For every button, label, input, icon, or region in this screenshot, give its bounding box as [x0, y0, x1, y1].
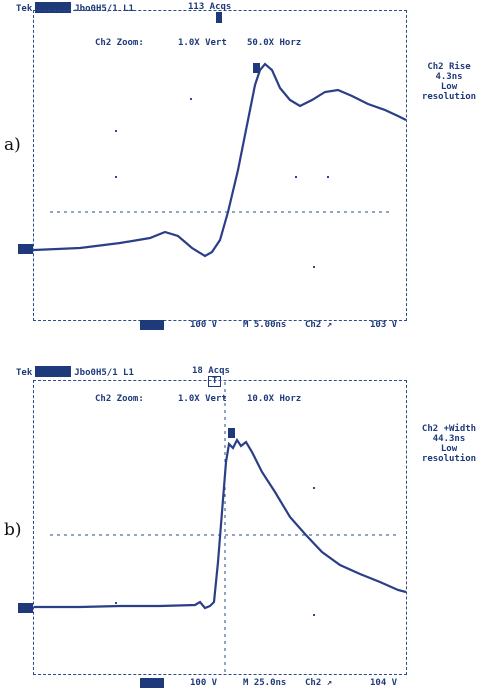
- cursor-marker-icon: [228, 428, 235, 438]
- trigger-source: Ch2 ↗: [305, 320, 333, 330]
- timebase: M 5.00ns: [243, 320, 287, 330]
- grid-dot: [295, 176, 297, 178]
- channel-indicator-icon: [140, 678, 164, 688]
- grid-dot: [115, 602, 117, 604]
- channel-ground-marker: [18, 244, 33, 254]
- measurement-name: Ch2 +Width: [421, 424, 477, 434]
- acquisition-count: 18 Acqs: [192, 366, 230, 376]
- grid-dot: [327, 176, 329, 178]
- grid-dot: [313, 614, 315, 616]
- header-status: Tek Jbo0H5/1 L1: [16, 2, 134, 14]
- header-status: Tek Jbo0H5/1 L1: [16, 366, 134, 378]
- status-text: Jbo0H5/1 L1: [74, 368, 134, 378]
- zoom-title: Ch2 Zoom:: [95, 38, 144, 48]
- trigger-position-icon: T: [208, 376, 222, 387]
- trigger-level: 103 V: [370, 320, 398, 330]
- measurement-note: Low: [440, 444, 458, 454]
- trigger-source: Ch2 ↗: [305, 678, 333, 688]
- measurement-readout: Ch2 Rise 4.3ns Low resolution: [410, 62, 488, 102]
- measurement-note-2: resolution: [421, 454, 477, 464]
- trigger-position-icon: [216, 12, 222, 23]
- timebase: M 25.0ns: [243, 678, 287, 688]
- grid-dot: [190, 98, 192, 100]
- waveform-trace: [34, 437, 407, 610]
- grid-dot: [313, 266, 315, 268]
- scope-screen-a: [33, 10, 407, 321]
- waveform-a: [33, 62, 407, 268]
- zoom-vert: 1.0X Vert: [178, 38, 227, 48]
- run-indicator: [35, 2, 72, 13]
- grid-dot: [115, 176, 117, 178]
- zoom-horz: 50.0X Horz: [247, 38, 302, 48]
- trigger-level: 104 V: [370, 678, 398, 688]
- measurement-value: 4.3ns: [435, 72, 463, 82]
- measurement-readout: Ch2 +Width 44.3ns Low resolution: [410, 424, 488, 464]
- acquisition-count: 113 Acqs: [188, 2, 232, 12]
- grid-dot: [115, 130, 117, 132]
- zoom-title: Ch2 Zoom:: [95, 394, 144, 404]
- grid-dot: [313, 487, 315, 489]
- measurement-name: Ch2 Rise: [427, 62, 471, 72]
- waveform-b: [34, 382, 407, 674]
- zoom-vert: 1.0X Vert: [178, 394, 227, 404]
- zoom-horz: 10.0X Horz: [247, 394, 302, 404]
- scope-screen-b: [33, 380, 407, 675]
- tek-label: Tek: [16, 368, 33, 378]
- run-indicator: [35, 366, 72, 377]
- cursor-marker-icon: [253, 63, 260, 73]
- panel-label: a): [4, 135, 21, 155]
- channel-scale: 100 V: [190, 678, 218, 688]
- channel-indicator-icon: [140, 320, 164, 330]
- channel-ground-marker: [18, 603, 33, 613]
- scope-panel-b: Tek Jbo0H5/1 L1 18 Acqs T Ch2 Zoom: 1.0X …: [0, 362, 490, 695]
- measurement-note: Low: [440, 82, 458, 92]
- tek-label: Tek: [16, 4, 33, 14]
- waveform-trace: [33, 62, 407, 258]
- status-text: Jbo0H5/1 L1: [74, 4, 134, 14]
- channel-scale: 100 V: [190, 320, 218, 330]
- measurement-value: 44.3ns: [432, 434, 466, 444]
- measurement-note-2: resolution: [421, 92, 477, 102]
- scope-panel-a: Tek Jbo0H5/1 L1 113 Acqs Ch2 Zoom: 1.0X V…: [0, 0, 490, 345]
- panel-label: b): [4, 520, 22, 540]
